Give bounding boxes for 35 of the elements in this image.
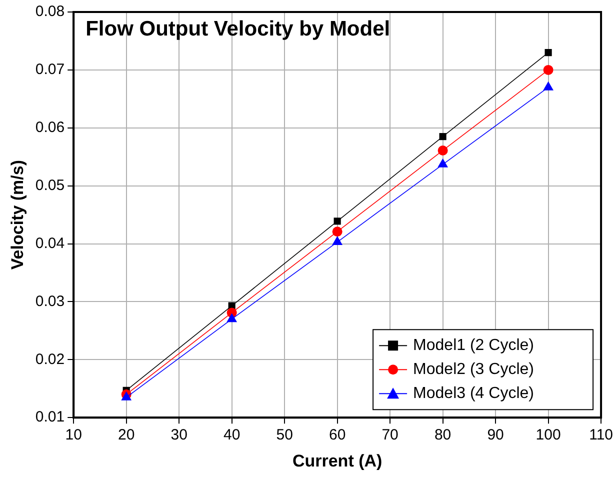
x-tick-label: 60: [328, 426, 346, 444]
x-axis-title: Current (A): [292, 451, 382, 470]
x-tick-label: 50: [276, 426, 293, 444]
x-tick-label: 30: [170, 426, 188, 444]
point: [543, 64, 554, 75]
point: [334, 218, 341, 225]
x-tick-label: 110: [589, 426, 614, 444]
y-tick-label: 0.06: [35, 119, 65, 136]
y-tick-label: 0.01: [35, 408, 65, 426]
y-tick-label: 0.07: [35, 61, 65, 78]
x-tick-label: 80: [434, 426, 452, 444]
x-tick-label: 10: [65, 426, 82, 444]
point: [332, 226, 342, 237]
x-tick-label: 70: [382, 426, 398, 444]
x-tick-label: 20: [118, 426, 135, 444]
x-tick-label: 100: [536, 426, 561, 444]
y-axis-title: Velocity (m/s): [8, 160, 27, 270]
point: [439, 133, 446, 140]
point: [544, 49, 552, 56]
y-tick-label: 0.08: [35, 3, 65, 20]
chart-title: Flow Output Velocity by Model: [86, 17, 390, 40]
legend-label: Model1 (2 Cycle): [413, 337, 534, 354]
y-tick-label: 0.02: [35, 350, 65, 368]
point: [226, 313, 238, 322]
point: [438, 145, 448, 156]
point: [543, 81, 554, 90]
legend-label: Model2 (3 Cycle): [413, 361, 534, 378]
x-tick-label: 90: [487, 426, 504, 444]
point: [438, 158, 448, 168]
legend-label: Model3 (4 Cycle): [413, 385, 534, 402]
y-tick-label: 0.05: [35, 176, 65, 194]
y-tick-label: 0.04: [35, 234, 65, 252]
y-tick-label: 0.03: [35, 292, 65, 310]
point: [332, 236, 343, 246]
x-tick-label: 40: [223, 426, 240, 444]
